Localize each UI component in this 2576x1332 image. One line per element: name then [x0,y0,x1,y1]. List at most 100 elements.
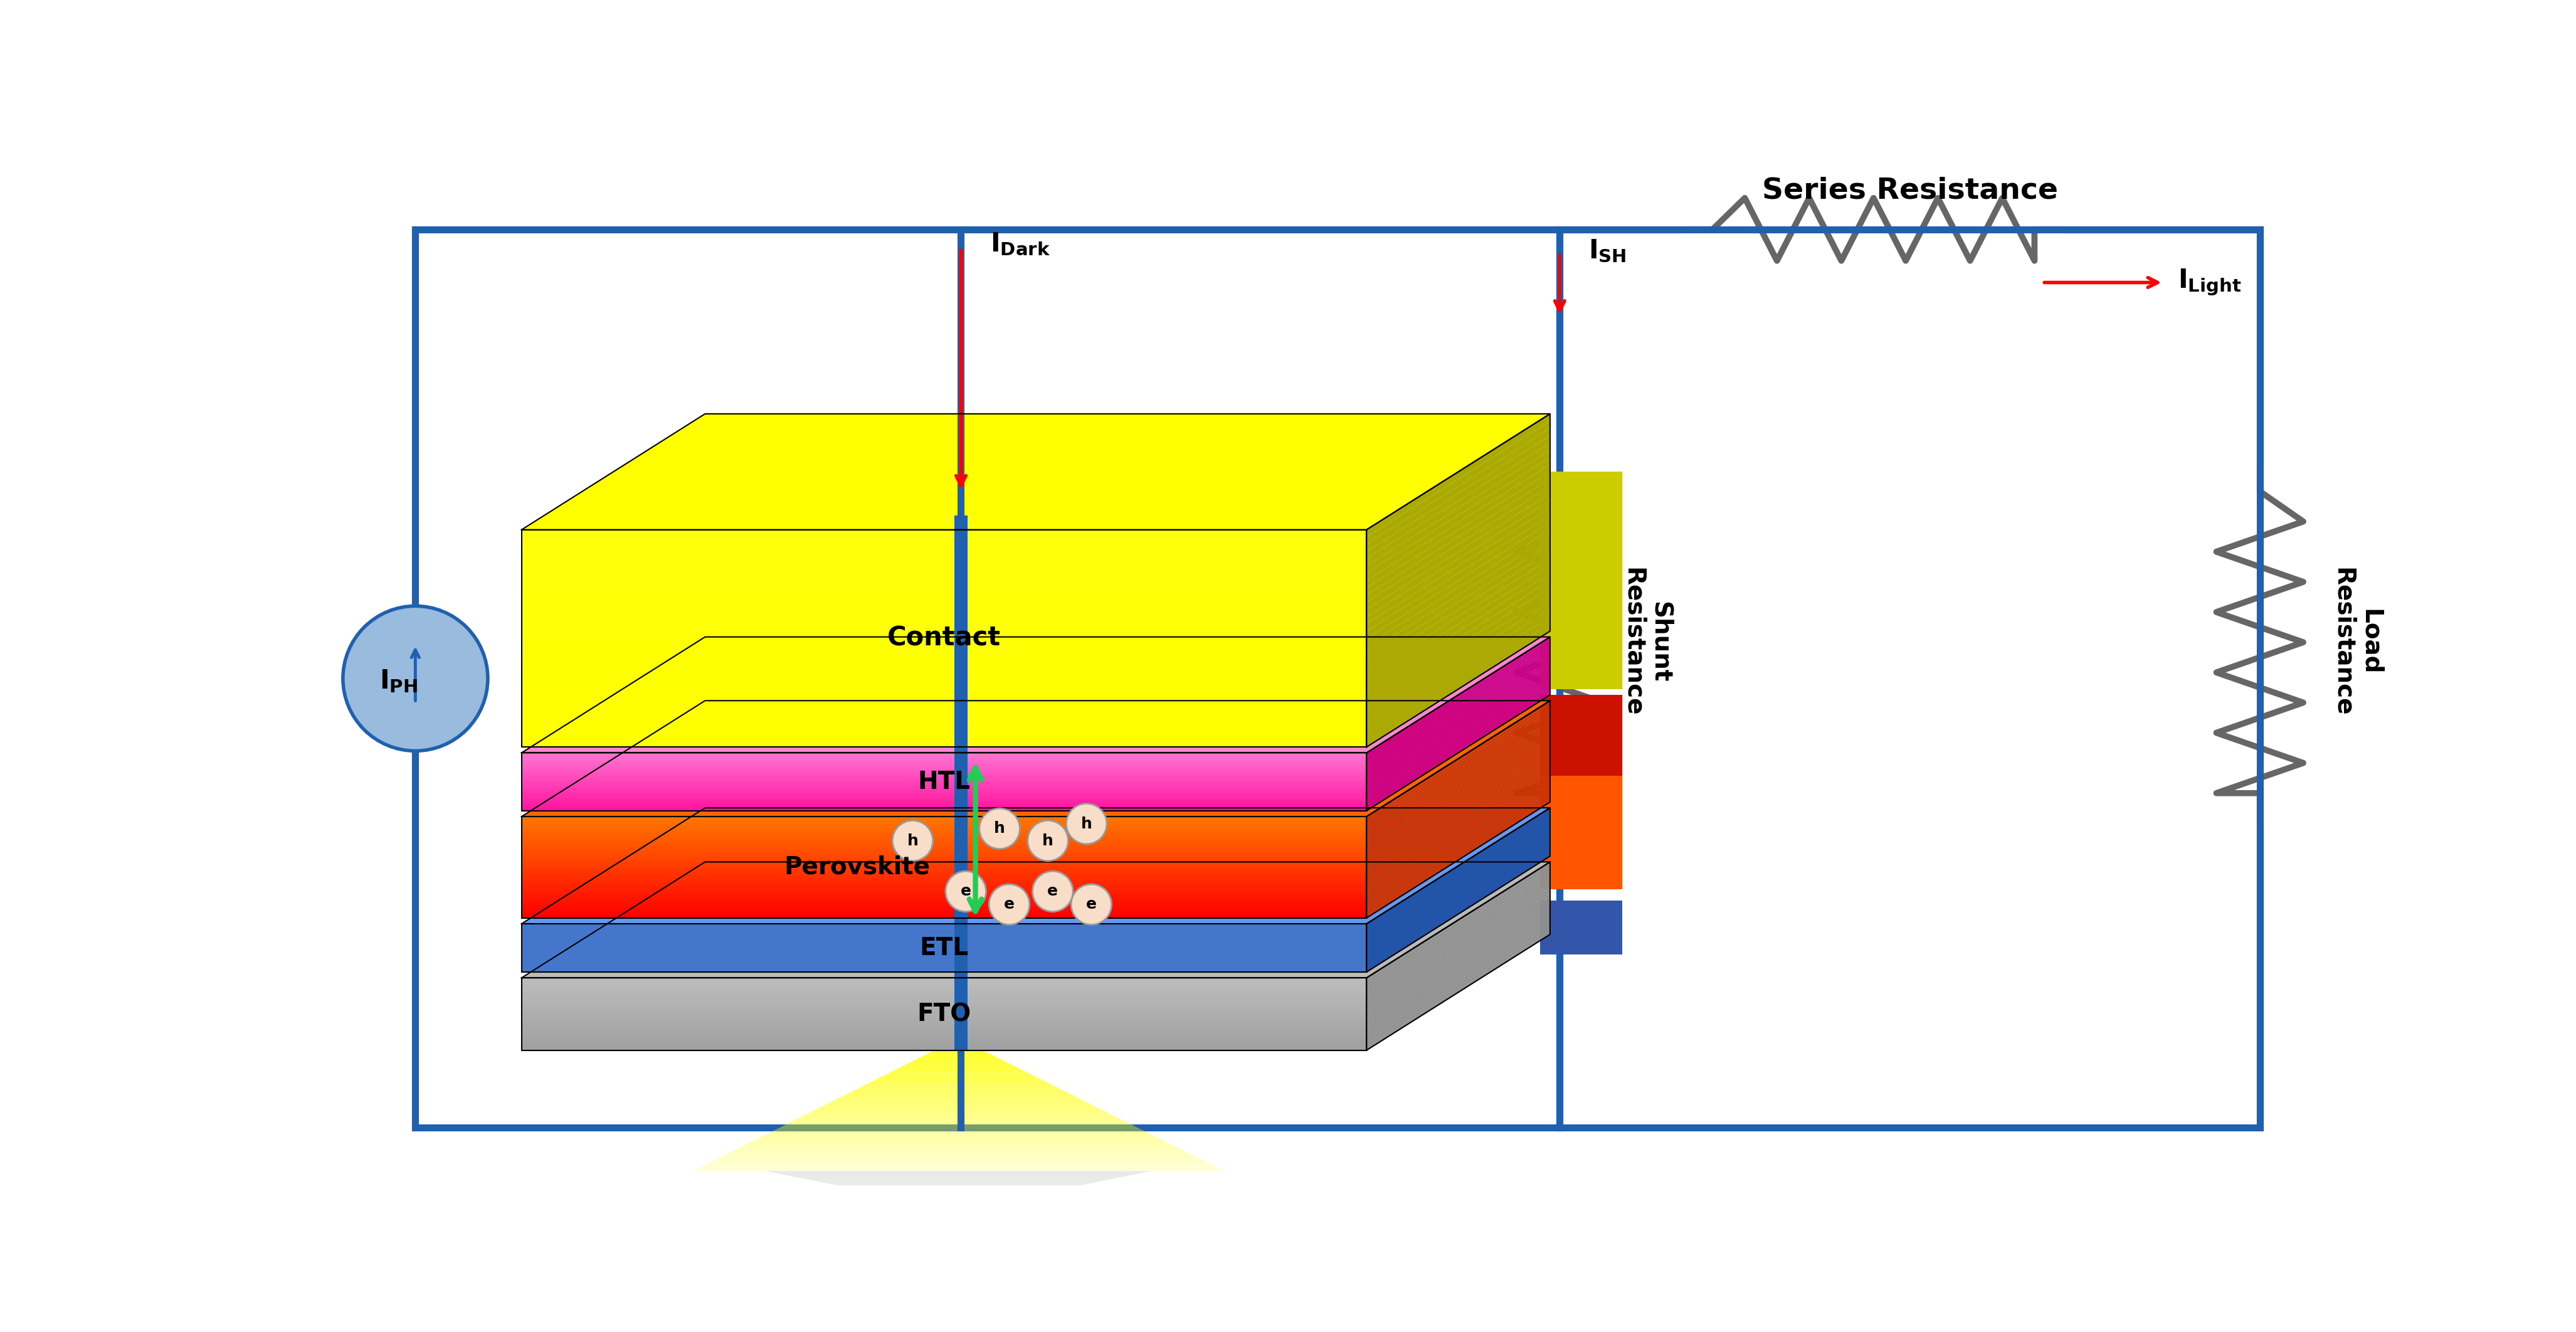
Polygon shape [520,573,1365,581]
Polygon shape [920,1055,997,1058]
Polygon shape [1365,678,1551,797]
Polygon shape [1365,706,1551,825]
Polygon shape [1365,701,1551,819]
Polygon shape [1365,558,1551,682]
Polygon shape [863,1084,1056,1087]
Polygon shape [1365,914,1551,1032]
Polygon shape [520,924,1365,972]
Text: e: e [1087,896,1097,912]
Polygon shape [819,1106,1097,1108]
Polygon shape [698,1166,1218,1168]
Polygon shape [1365,653,1551,771]
Polygon shape [716,1156,1200,1159]
Polygon shape [520,653,1365,661]
Polygon shape [891,1070,1025,1072]
Polygon shape [520,786,1365,787]
Polygon shape [1365,530,1551,653]
Polygon shape [1365,457,1551,581]
Polygon shape [520,802,1365,803]
Text: e: e [961,884,971,899]
Polygon shape [1365,649,1551,767]
Polygon shape [760,1135,1157,1138]
Polygon shape [1365,797,1551,915]
Polygon shape [1365,670,1551,787]
Polygon shape [520,703,1365,711]
Polygon shape [520,1039,1365,1042]
Polygon shape [1365,421,1551,545]
Polygon shape [520,623,1365,631]
Polygon shape [520,545,1365,551]
Polygon shape [520,831,1365,834]
Polygon shape [1365,762,1551,880]
Polygon shape [520,900,1365,903]
Circle shape [891,821,933,860]
Polygon shape [1365,414,1551,537]
Polygon shape [520,895,1365,898]
Polygon shape [520,809,1551,924]
Text: h: h [1082,817,1092,831]
Polygon shape [520,558,1365,566]
Polygon shape [1365,867,1551,987]
Polygon shape [781,1126,1136,1127]
Polygon shape [1365,794,1551,912]
Polygon shape [1365,681,1551,799]
Polygon shape [1365,723,1551,842]
Polygon shape [520,995,1365,998]
Polygon shape [837,1096,1079,1099]
Polygon shape [1365,711,1551,830]
Polygon shape [1365,643,1551,762]
Polygon shape [520,872,1365,875]
Text: Series Resistance: Series Resistance [1762,177,2058,205]
Polygon shape [520,1015,1365,1019]
Polygon shape [520,875,1365,878]
Polygon shape [866,1082,1051,1084]
Polygon shape [1365,759,1551,878]
Polygon shape [520,803,1365,806]
Polygon shape [520,799,1365,802]
Polygon shape [520,733,1365,739]
Polygon shape [1365,639,1551,758]
Polygon shape [520,864,1365,867]
Polygon shape [904,1063,1012,1064]
Polygon shape [1365,746,1551,864]
Polygon shape [520,992,1365,995]
Polygon shape [925,1052,992,1055]
Polygon shape [520,674,1365,682]
Polygon shape [809,1111,1108,1114]
Text: h: h [907,834,917,848]
Polygon shape [814,1108,1103,1111]
Polygon shape [1365,671,1551,790]
Polygon shape [1365,545,1551,667]
Polygon shape [930,1050,987,1052]
Polygon shape [1365,715,1551,834]
Polygon shape [1365,667,1551,786]
Polygon shape [1365,771,1551,890]
Polygon shape [1365,515,1551,638]
Polygon shape [804,1114,1113,1115]
Polygon shape [1365,916,1551,1036]
Polygon shape [755,1138,1162,1140]
Polygon shape [1365,790,1551,908]
Polygon shape [520,819,1365,822]
Polygon shape [520,892,1365,895]
Polygon shape [520,1047,1365,1050]
Polygon shape [520,906,1365,908]
Polygon shape [1365,623,1551,747]
Polygon shape [1365,751,1551,870]
Polygon shape [520,1030,1365,1032]
Polygon shape [1365,903,1551,1022]
Polygon shape [1365,777,1551,895]
Polygon shape [1540,777,1623,888]
Polygon shape [1365,537,1551,661]
Polygon shape [708,1162,1211,1164]
Polygon shape [520,661,1365,667]
Polygon shape [520,759,1365,762]
Polygon shape [1365,494,1551,617]
Polygon shape [520,1024,1365,1027]
Polygon shape [1365,911,1551,1030]
Polygon shape [1365,926,1551,1044]
Polygon shape [520,852,1365,855]
Circle shape [1072,884,1113,924]
Polygon shape [1540,695,1623,782]
Polygon shape [520,1012,1365,1015]
